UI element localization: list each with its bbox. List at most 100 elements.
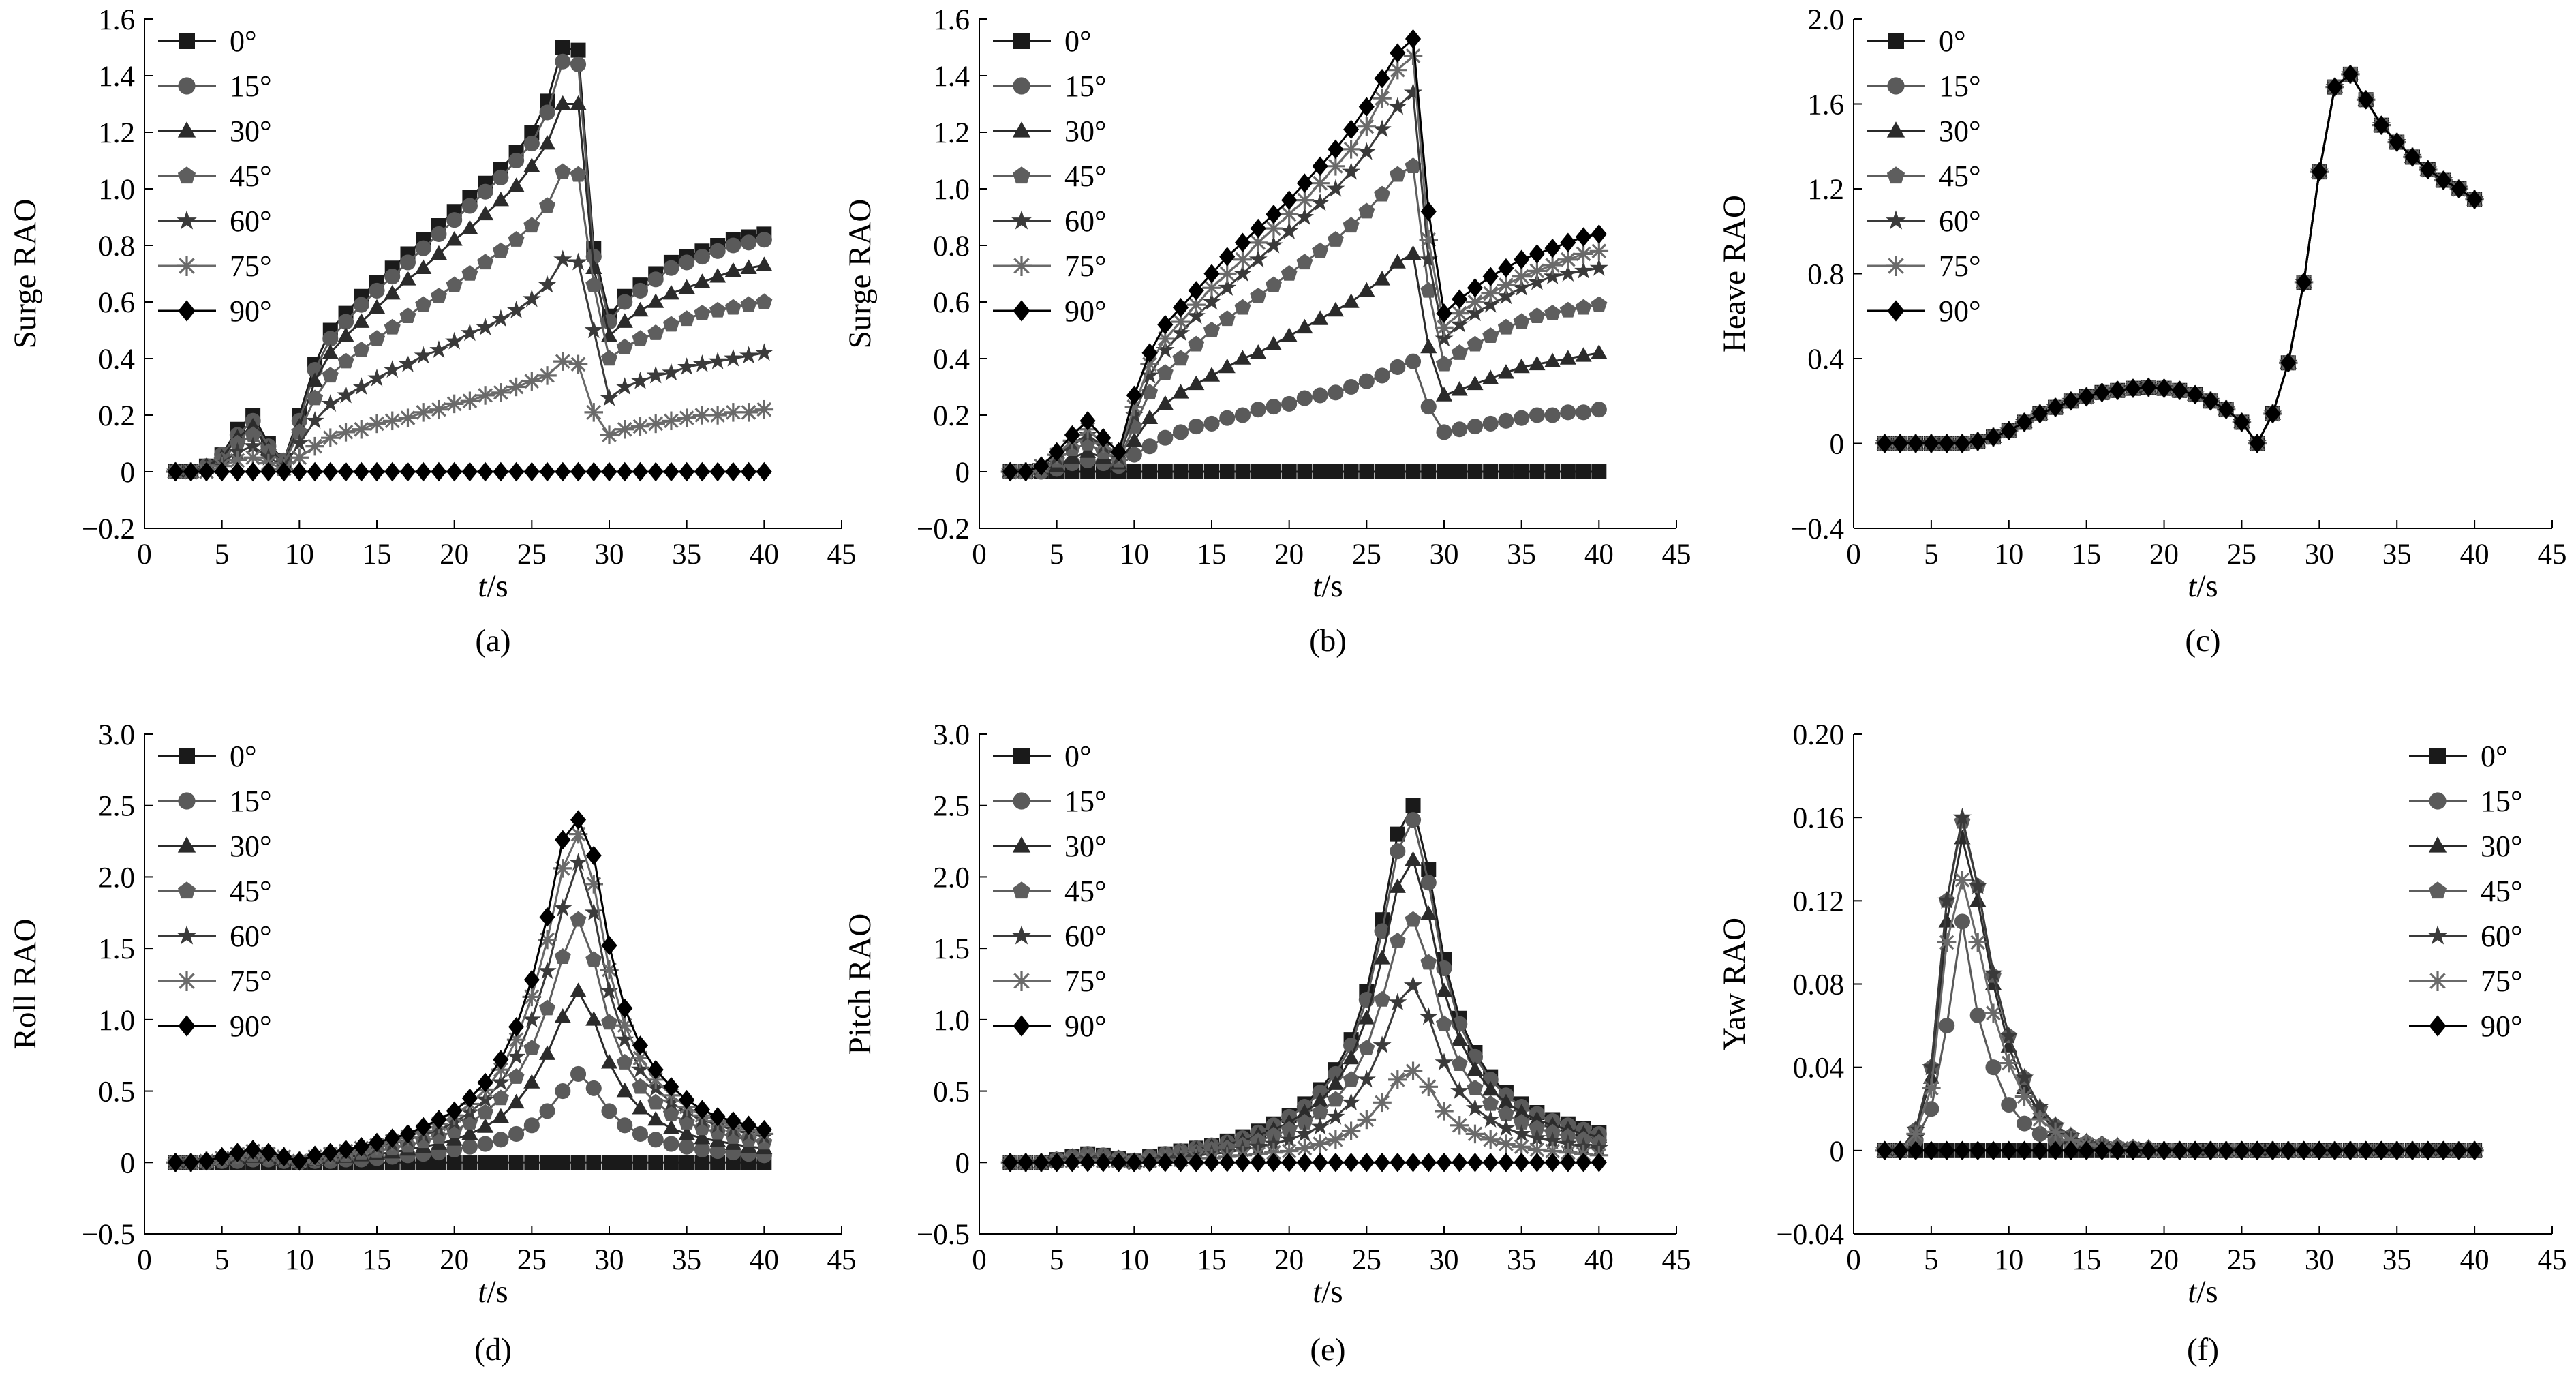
- legend-label: 30°: [2481, 830, 2523, 863]
- data-point: [2389, 1140, 2405, 1161]
- data-point: [1342, 162, 1361, 180]
- data-point: [725, 237, 741, 254]
- legend-label: 75°: [1064, 249, 1107, 283]
- legend-marker: [1012, 881, 1031, 899]
- data-point: [1591, 344, 1608, 359]
- data-point: [2296, 272, 2312, 292]
- data-point: [1310, 173, 1330, 193]
- legend-label: 75°: [1939, 249, 1981, 283]
- data-point: [1907, 434, 1924, 453]
- series-60deg: [166, 249, 773, 480]
- data-point: [1527, 272, 1546, 290]
- data-point: [1342, 1093, 1361, 1110]
- y-tick-label: 0: [1830, 1136, 1845, 1168]
- data-point: [2031, 1125, 2048, 1142]
- data-point: [709, 1123, 726, 1140]
- data-point: [1343, 1152, 1360, 1172]
- data-point: [1403, 82, 1423, 101]
- data-point: [1280, 1130, 1299, 1148]
- legend-marker: [2429, 748, 2446, 764]
- data-point: [493, 1132, 509, 1148]
- data-point: [709, 1132, 726, 1147]
- data-point: [1954, 434, 1970, 453]
- data-point: [399, 307, 416, 323]
- y-tick-label: 0.2: [98, 400, 135, 432]
- legend: 0° 15° 30° 45° 60° 75° 90°: [158, 25, 272, 328]
- data-point: [398, 408, 418, 427]
- data-point: [1405, 911, 1422, 927]
- data-point: [539, 461, 555, 482]
- data-point: [615, 420, 634, 439]
- data-point: [694, 249, 710, 265]
- data-point: [647, 271, 664, 288]
- data-point: [1156, 395, 1174, 410]
- data-point: [617, 294, 633, 310]
- data-point: [570, 461, 587, 482]
- data-point: [508, 152, 525, 169]
- data-point: [1529, 244, 1545, 264]
- data-point: [414, 403, 433, 422]
- data-point: [1514, 249, 1530, 270]
- data-point: [1877, 434, 1893, 453]
- data-point: [367, 414, 386, 434]
- data-point: [228, 442, 247, 460]
- data-point: [1907, 1140, 1924, 1161]
- data-point: [1591, 464, 1607, 479]
- y-tick-label: 3.0: [933, 719, 970, 751]
- y-tick-label: 0.6: [933, 287, 970, 319]
- data-point: [2109, 380, 2126, 400]
- data-point: [709, 301, 726, 318]
- data-point: [1297, 464, 1313, 479]
- data-point: [1529, 1119, 1546, 1136]
- data-point: [1482, 267, 1499, 286]
- panel-caption: (a): [475, 623, 510, 659]
- data-point: [646, 365, 665, 384]
- x-tick-label: 10: [1120, 539, 1149, 571]
- data-point: [1281, 327, 1298, 342]
- data-point: [1327, 231, 1344, 247]
- legend-marker: [179, 33, 195, 49]
- y-tick-label: 0.8: [98, 230, 135, 262]
- data-point: [1451, 344, 1468, 360]
- x-axis-label: t/s: [478, 1274, 508, 1310]
- data-point: [2016, 1079, 2033, 1095]
- data-point: [754, 399, 774, 419]
- data-point: [1451, 381, 1468, 396]
- data-point: [2094, 382, 2110, 403]
- y-tick-label: 1.2: [98, 117, 135, 149]
- data-point: [445, 331, 464, 350]
- data-point: [741, 234, 757, 251]
- data-point: [1481, 294, 1500, 313]
- data-point: [1985, 427, 2002, 447]
- series-75deg: [166, 352, 774, 481]
- data-point: [709, 268, 726, 283]
- legend: 0° 15° 30° 45° 60° 75° 90°: [2409, 740, 2523, 1043]
- x-axis-label: t/s: [2188, 569, 2218, 604]
- data-point: [538, 134, 556, 150]
- legend-label: 15°: [2481, 785, 2523, 818]
- data-point: [524, 1155, 540, 1170]
- data-point: [1281, 264, 1298, 281]
- data-point: [1467, 1079, 1484, 1095]
- data-point: [2030, 1097, 2049, 1115]
- legend-marker: [1013, 792, 1030, 810]
- data-point: [1374, 68, 1390, 89]
- data-point: [1266, 1152, 1282, 1172]
- data-point: [1465, 1124, 1485, 1144]
- data-point: [352, 377, 371, 395]
- data-point: [446, 1141, 463, 1157]
- y-tick-label: 1.4: [933, 61, 970, 93]
- data-point: [601, 461, 617, 482]
- data-point: [1576, 227, 1592, 247]
- data-point: [508, 1093, 525, 1109]
- data-point: [1481, 1130, 1500, 1149]
- data-point: [2094, 1140, 2110, 1161]
- data-point: [1497, 286, 1516, 305]
- legend-marker: [1013, 300, 1030, 322]
- data-point: [477, 1104, 494, 1120]
- data-point: [2014, 1087, 2034, 1106]
- x-tick-label: 15: [1197, 539, 1227, 571]
- data-point: [2125, 1140, 2141, 1161]
- legend-marker: [179, 748, 195, 764]
- data-point: [493, 1050, 509, 1070]
